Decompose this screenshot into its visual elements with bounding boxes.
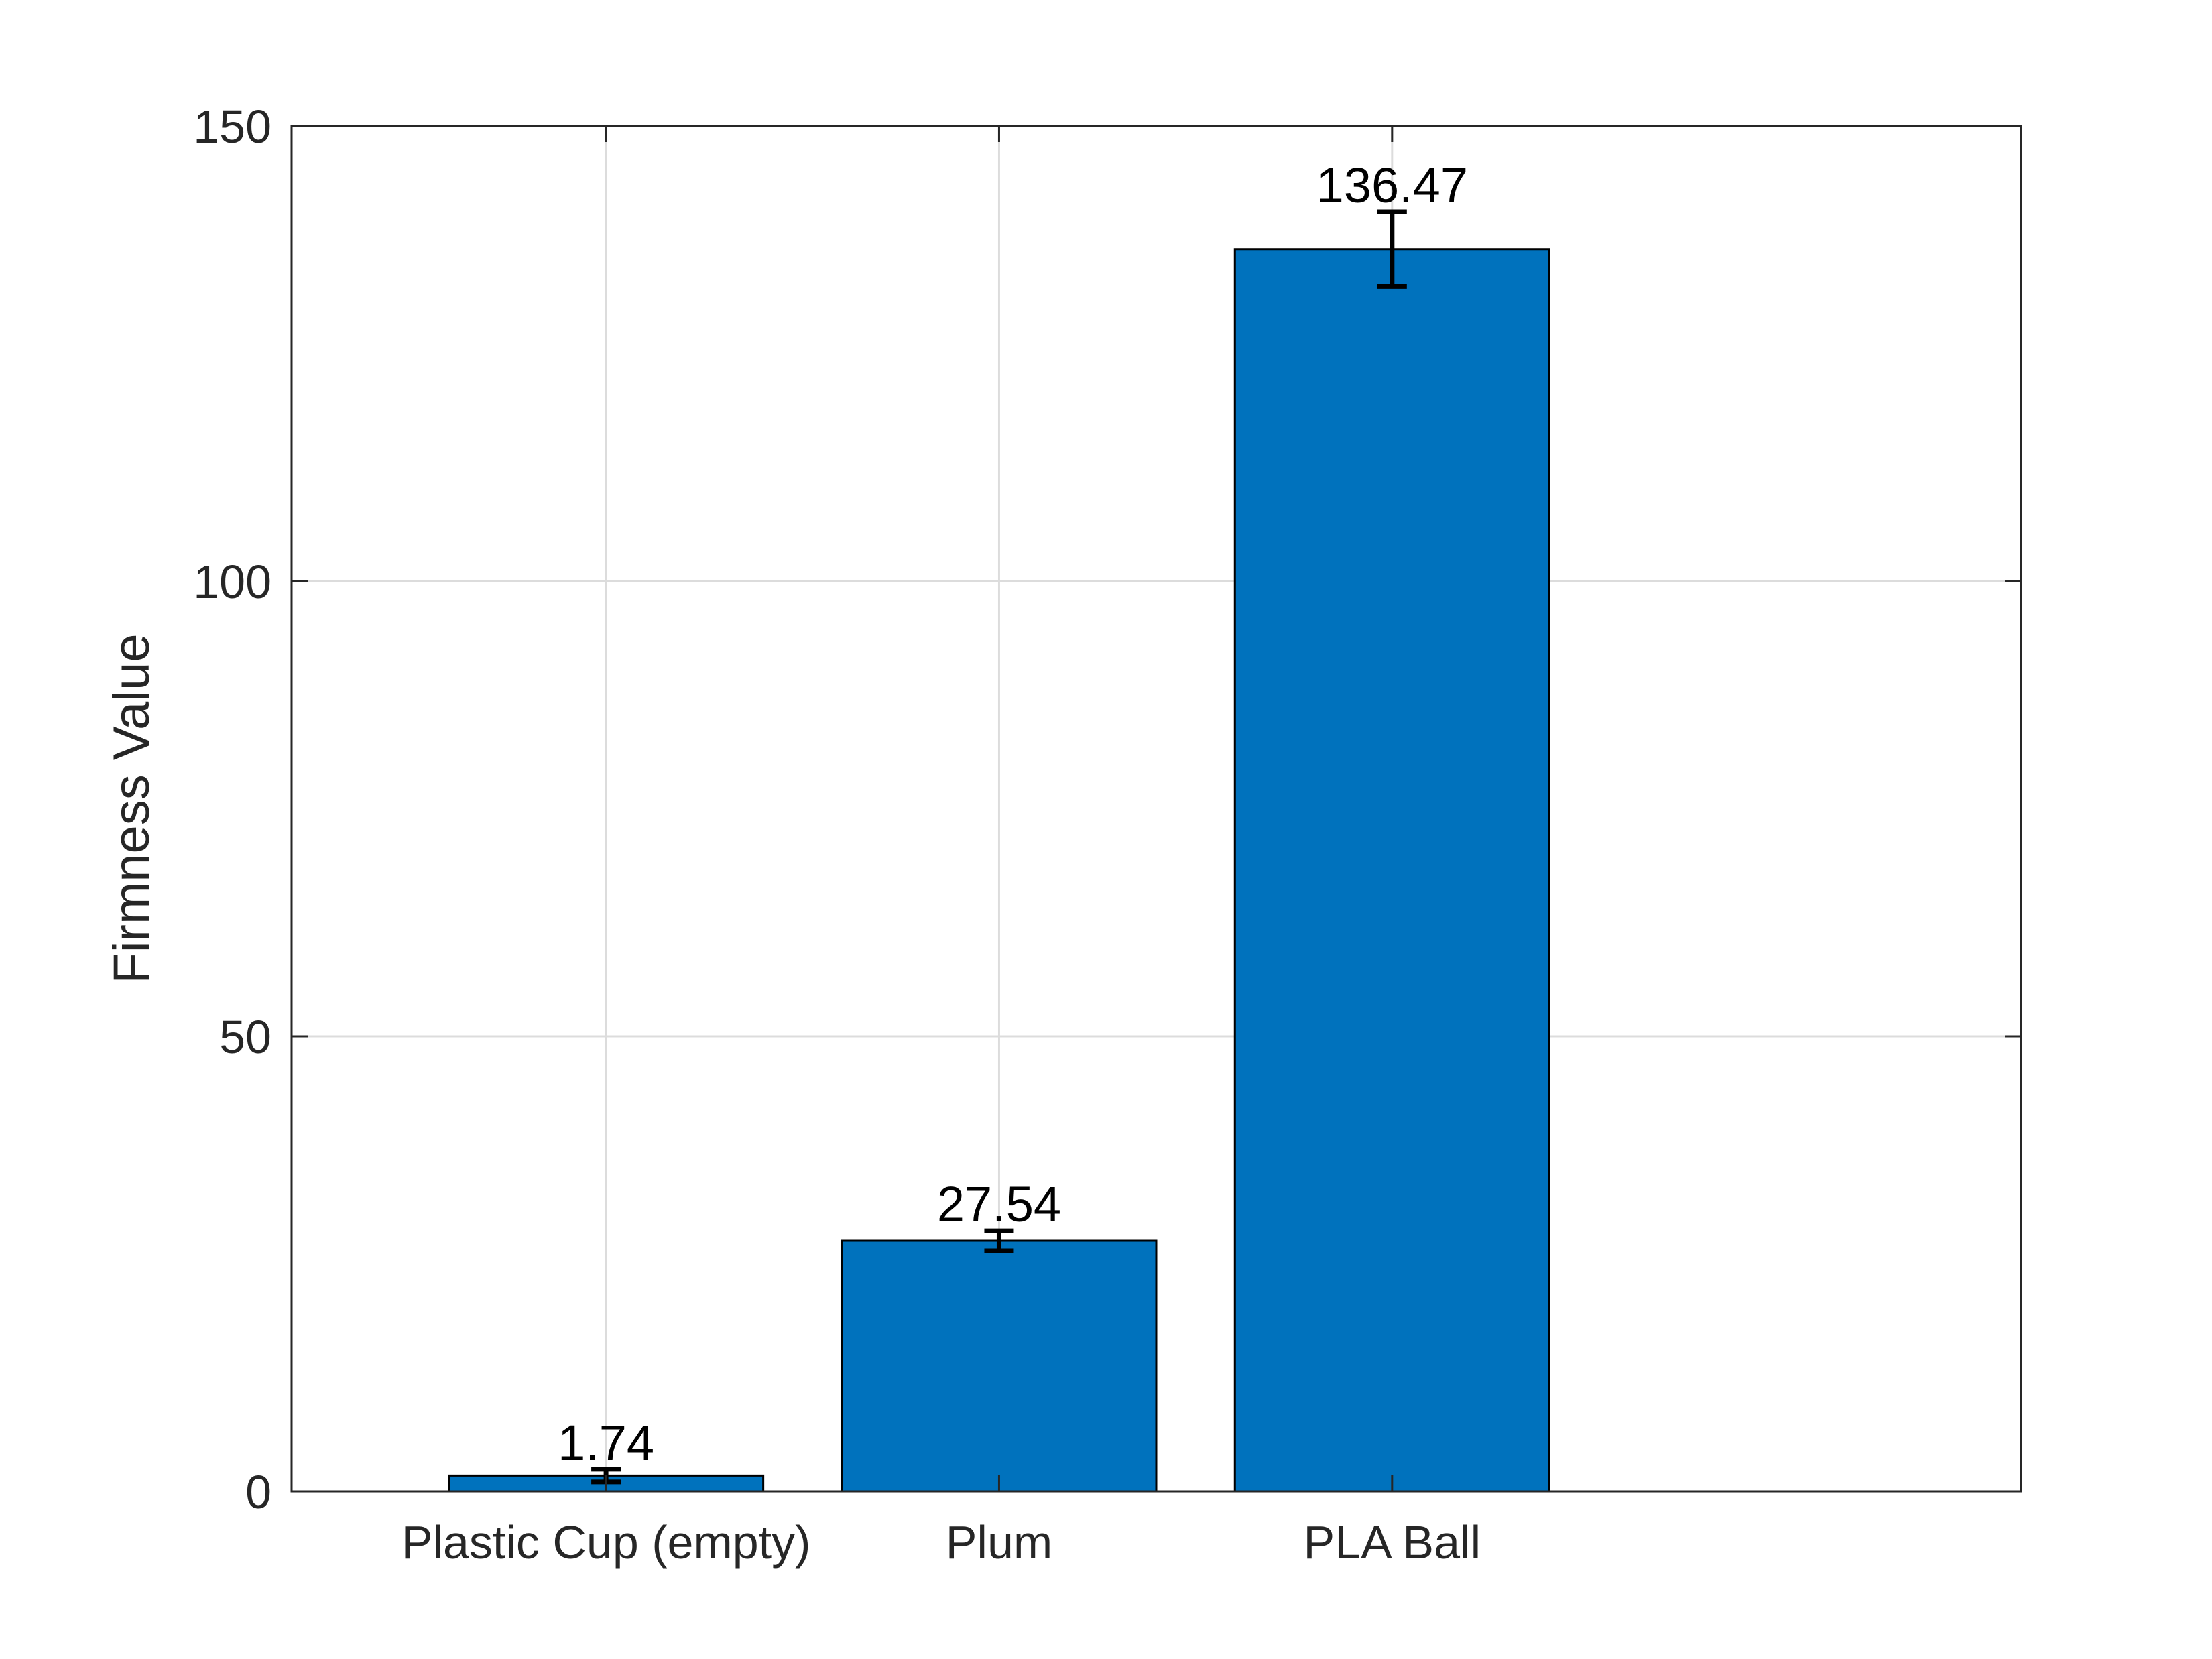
y-tick-label: 100	[193, 556, 271, 608]
y-tick-label: 150	[193, 101, 271, 153]
bar	[841, 1239, 1158, 1493]
y-tick-label: 0	[245, 1466, 271, 1518]
bar-value-label: 27.54	[937, 1176, 1061, 1232]
y-axis-label: Firmness Value	[103, 633, 160, 983]
plot-area-frame	[290, 125, 2022, 1493]
bar-value-label: 1.74	[558, 1415, 654, 1471]
x-tick-label: Plastic Cup (empty)	[402, 1516, 811, 1569]
x-tick-label: Plum	[946, 1516, 1052, 1569]
bar-value-label: 136.47	[1316, 158, 1468, 213]
y-tick-labels: 0 50 100 150	[193, 101, 271, 1518]
x-tick-labels: Plastic Cup (empty) Plum PLA Ball	[402, 1516, 1481, 1569]
x-tick-label: PLA Ball	[1304, 1516, 1481, 1569]
data-labels: 1.74 27.54 136.47	[558, 158, 1468, 1471]
y-tick-label: 50	[219, 1011, 271, 1063]
axis-ticks	[292, 125, 2021, 1493]
bar	[1233, 248, 1550, 1493]
